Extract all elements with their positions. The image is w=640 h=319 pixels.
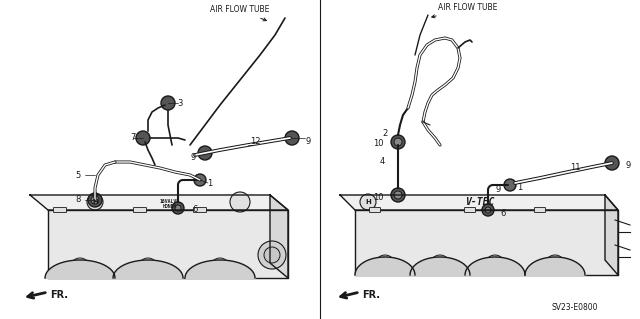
Text: H: H — [92, 199, 98, 205]
Circle shape — [482, 204, 494, 216]
Circle shape — [138, 258, 158, 278]
Circle shape — [70, 258, 90, 278]
Polygon shape — [30, 195, 288, 210]
Circle shape — [430, 255, 450, 275]
Polygon shape — [48, 210, 288, 278]
Text: 3: 3 — [177, 99, 182, 108]
FancyBboxPatch shape — [54, 207, 67, 212]
Circle shape — [194, 174, 206, 186]
Circle shape — [88, 193, 102, 207]
Text: 12: 12 — [250, 137, 260, 146]
Text: 10: 10 — [372, 138, 383, 147]
Polygon shape — [270, 195, 288, 278]
Circle shape — [504, 179, 516, 191]
Text: 1: 1 — [207, 179, 212, 188]
Text: AIR FLOW TUBE: AIR FLOW TUBE — [210, 5, 269, 21]
Text: 6: 6 — [192, 205, 198, 214]
FancyBboxPatch shape — [369, 207, 381, 212]
Circle shape — [91, 196, 99, 204]
Circle shape — [485, 255, 505, 275]
FancyBboxPatch shape — [134, 207, 147, 212]
Text: 2: 2 — [382, 129, 388, 137]
Text: SV23-E0800: SV23-E0800 — [552, 303, 598, 313]
Text: 4: 4 — [380, 158, 385, 167]
Polygon shape — [355, 210, 618, 275]
Text: 1: 1 — [517, 183, 523, 192]
Text: 10: 10 — [372, 192, 383, 202]
Text: 9: 9 — [495, 186, 500, 195]
Text: 6: 6 — [500, 209, 506, 218]
Circle shape — [230, 192, 250, 212]
FancyBboxPatch shape — [465, 207, 476, 212]
Circle shape — [360, 194, 376, 210]
Text: V-TEC: V-TEC — [465, 197, 495, 207]
Text: FR.: FR. — [50, 290, 68, 300]
Circle shape — [172, 202, 184, 214]
Text: 9: 9 — [625, 160, 630, 169]
Circle shape — [175, 205, 181, 211]
Circle shape — [285, 131, 299, 145]
Text: 8: 8 — [76, 196, 81, 204]
FancyBboxPatch shape — [534, 207, 545, 212]
Circle shape — [394, 191, 402, 199]
Circle shape — [87, 194, 103, 210]
Circle shape — [136, 131, 150, 145]
Text: 9: 9 — [190, 153, 196, 162]
Circle shape — [375, 255, 395, 275]
Circle shape — [485, 207, 491, 213]
Circle shape — [545, 255, 565, 275]
Circle shape — [391, 135, 405, 149]
Text: 5: 5 — [76, 170, 81, 180]
FancyBboxPatch shape — [193, 207, 207, 212]
Text: FR.: FR. — [362, 290, 380, 300]
Circle shape — [210, 258, 230, 278]
Text: H: H — [365, 199, 371, 205]
Circle shape — [605, 156, 619, 170]
Text: 11: 11 — [570, 164, 580, 173]
Circle shape — [264, 247, 280, 263]
Circle shape — [394, 138, 402, 146]
Text: 16VALVE
HONDA: 16VALVE HONDA — [160, 199, 180, 209]
Polygon shape — [340, 195, 618, 210]
Circle shape — [391, 188, 405, 202]
Circle shape — [258, 241, 286, 269]
Polygon shape — [605, 195, 618, 275]
Text: 7: 7 — [131, 133, 136, 143]
Text: 9: 9 — [305, 137, 310, 146]
Text: AIR FLOW TUBE: AIR FLOW TUBE — [432, 4, 497, 18]
Circle shape — [198, 146, 212, 160]
Circle shape — [161, 96, 175, 110]
